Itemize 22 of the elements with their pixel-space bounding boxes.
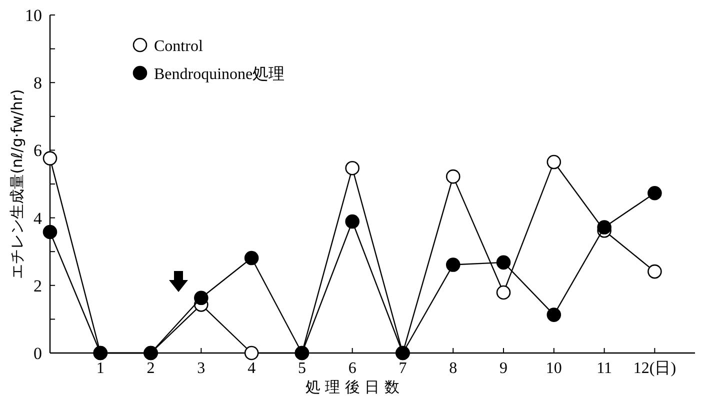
y-axis-title: エチレン生成量(nℓ/g·fw/hr) bbox=[8, 89, 26, 279]
y-tick-label: 2 bbox=[34, 276, 42, 296]
y-tick-label: 0 bbox=[34, 344, 42, 363]
x-tick-label: 6 bbox=[348, 360, 356, 377]
x-tick-label: 8 bbox=[449, 360, 458, 377]
x-tick-label: 4 bbox=[248, 360, 256, 377]
x-tick-label: 12(日) bbox=[633, 360, 676, 377]
y-tick-label: 4 bbox=[34, 208, 42, 228]
x-tick-label: 7 bbox=[398, 360, 407, 377]
x-tick-label: 9 bbox=[500, 360, 508, 377]
x-tick-label: 11 bbox=[596, 360, 612, 377]
legend-label: Control bbox=[154, 38, 204, 55]
x-tick-label: 3 bbox=[197, 360, 206, 377]
x-axis-title: 処 理 後 日 数 bbox=[305, 378, 400, 396]
x-tick-label: 1 bbox=[96, 360, 104, 377]
legend-label: Bendroquinone処理 bbox=[154, 66, 285, 83]
y-tick-label: 8 bbox=[34, 74, 42, 93]
y-tick-label: 6 bbox=[34, 141, 42, 160]
y-tick-label: 10 bbox=[25, 6, 42, 25]
x-tick-label: 10 bbox=[546, 360, 562, 377]
x-tick-label: 5 bbox=[298, 360, 306, 377]
x-tick-label: 2 bbox=[146, 360, 155, 377]
